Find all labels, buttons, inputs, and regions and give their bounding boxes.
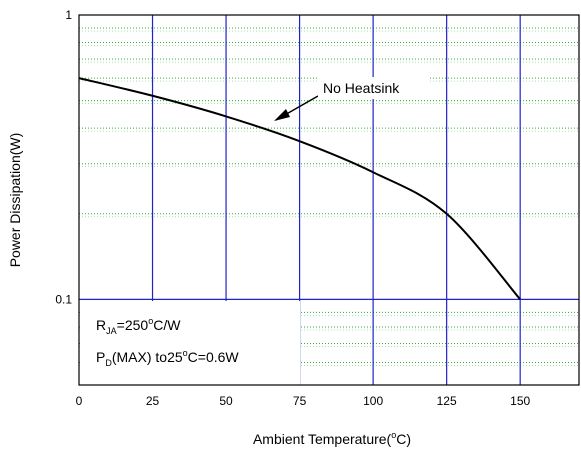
annotation-box <box>81 301 300 385</box>
x-axis-title: Ambient Temperature(oC) <box>253 430 411 447</box>
y-axis-title: Power Dissipation(W) <box>7 133 23 268</box>
curve-label-bg <box>318 77 428 99</box>
x-tick-label: 125 <box>437 394 457 408</box>
x-tick-label: 25 <box>146 394 160 408</box>
x-tick-label: 0 <box>76 394 83 408</box>
arrow-head <box>274 109 290 121</box>
y-tick-label: 1 <box>65 8 72 22</box>
series-line <box>78 77 521 301</box>
pd-annotation: PD(MAX) to25oC=0.6W <box>96 348 239 368</box>
x-tick-label: 150 <box>510 394 530 408</box>
rja-annotation: RJA=250oC/W <box>96 316 181 336</box>
curve-label: No Heatsink <box>323 80 400 96</box>
x-tick-label: 50 <box>219 394 233 408</box>
x-tick-label: 75 <box>293 394 307 408</box>
x-tick-label: 100 <box>363 394 383 408</box>
y-tick-label: 0.1 <box>55 292 72 306</box>
plot-frame <box>78 14 580 386</box>
